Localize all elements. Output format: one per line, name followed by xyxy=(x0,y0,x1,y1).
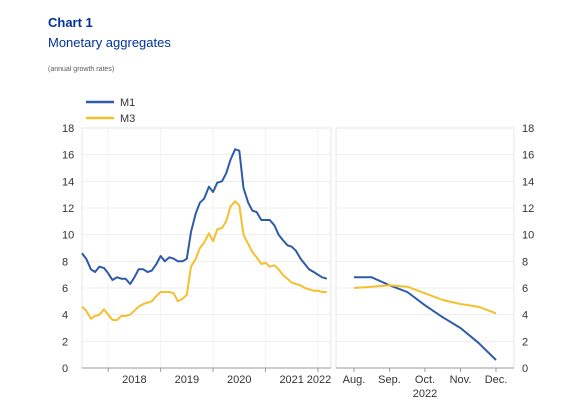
series-lines xyxy=(81,148,497,361)
chart-title: Chart 1 xyxy=(48,15,93,30)
x-tick-label-month: Dec. xyxy=(485,374,508,386)
x-tick-label-month: Aug. xyxy=(343,374,366,386)
y-tick-label-right: 6 xyxy=(522,283,528,295)
axes xyxy=(81,127,515,372)
legend-label-m1: M1 xyxy=(120,97,135,109)
y-tick-label-left: 0 xyxy=(62,363,68,375)
y-tick-label-left: 12 xyxy=(62,203,74,215)
y-tick-label-left: 6 xyxy=(62,283,68,295)
chart-subtitle: Monetary aggregates xyxy=(48,35,171,50)
chart-note: (annual growth rates) xyxy=(48,66,115,73)
y-tick-label-right: 14 xyxy=(522,176,534,188)
y-tick-label-left: 16 xyxy=(62,150,74,162)
x-tick-label-year: 2019 xyxy=(175,374,199,386)
series-line-m1-right xyxy=(354,276,497,361)
x-caption-year: 2022 xyxy=(413,388,437,400)
y-tick-label-right: 10 xyxy=(522,230,534,242)
y-tick-label-left: 10 xyxy=(62,230,74,242)
right-panel-frame xyxy=(335,127,515,369)
legend-label-m3: M3 xyxy=(120,113,135,125)
x-tick-label-year: 2020 xyxy=(227,374,251,386)
series-line-m1-left xyxy=(81,148,328,285)
grid-lines xyxy=(82,127,514,369)
y-tick-label-right: 4 xyxy=(522,310,528,322)
y-tick-label-right: 18 xyxy=(522,123,534,135)
y-tick-label-right: 8 xyxy=(522,256,528,268)
y-tick-label-right: 2 xyxy=(522,336,528,348)
y-tick-label-right: 12 xyxy=(522,203,534,215)
x-tick-label-month: Sep. xyxy=(378,374,401,386)
y-tick-label-left: 14 xyxy=(62,176,74,188)
y-tick-label-left: 2 xyxy=(62,336,68,348)
y-tick-label-right: 0 xyxy=(522,363,528,375)
x-tick-label-month: Nov. xyxy=(450,374,472,386)
y-tick-label-left: 18 xyxy=(62,123,74,135)
series-line-m3-left xyxy=(81,200,327,321)
x-tick-label-year: 2021 xyxy=(279,374,303,386)
series-line-m3-right xyxy=(353,284,497,315)
x-tick-label-year: 2018 xyxy=(122,374,146,386)
tick-labels: 0 0 2 2 4 4 6 6 8 8 10 10 12 12 14 14 16 16 18 18 2018 2019 20… xyxy=(62,123,534,400)
y-tick-label-left: 4 xyxy=(62,310,68,322)
y-tick-label-right: 16 xyxy=(522,150,534,162)
x-tick-label-year: 2022 xyxy=(307,374,331,386)
y-tick-label-left: 8 xyxy=(62,256,68,268)
x-tick-label-month: Oct. xyxy=(415,374,435,386)
